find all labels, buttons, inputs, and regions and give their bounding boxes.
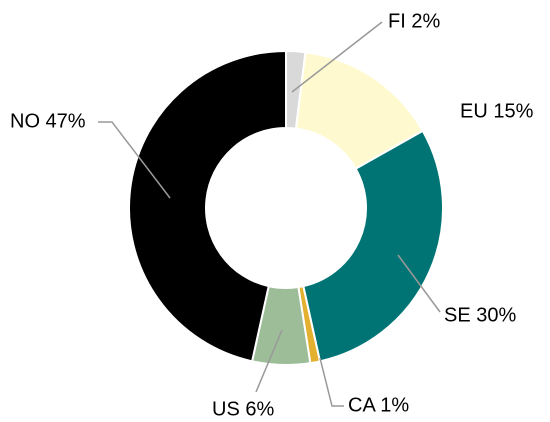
leader-line	[291, 21, 383, 93]
data-label: SE 30%	[444, 304, 516, 326]
data-label: CA 1%	[348, 394, 409, 416]
data-label: NO 47%	[10, 110, 86, 132]
leader-line	[255, 329, 283, 393]
leader-line	[98, 121, 171, 199]
data-label: EU 15%	[460, 100, 534, 122]
donut-segment	[302, 129, 444, 363]
leader-line	[397, 254, 441, 313]
donut-segment	[128, 49, 287, 363]
data-label: US 6%	[212, 398, 274, 420]
data-label: FI 2%	[388, 10, 440, 32]
leader-line	[319, 357, 344, 407]
